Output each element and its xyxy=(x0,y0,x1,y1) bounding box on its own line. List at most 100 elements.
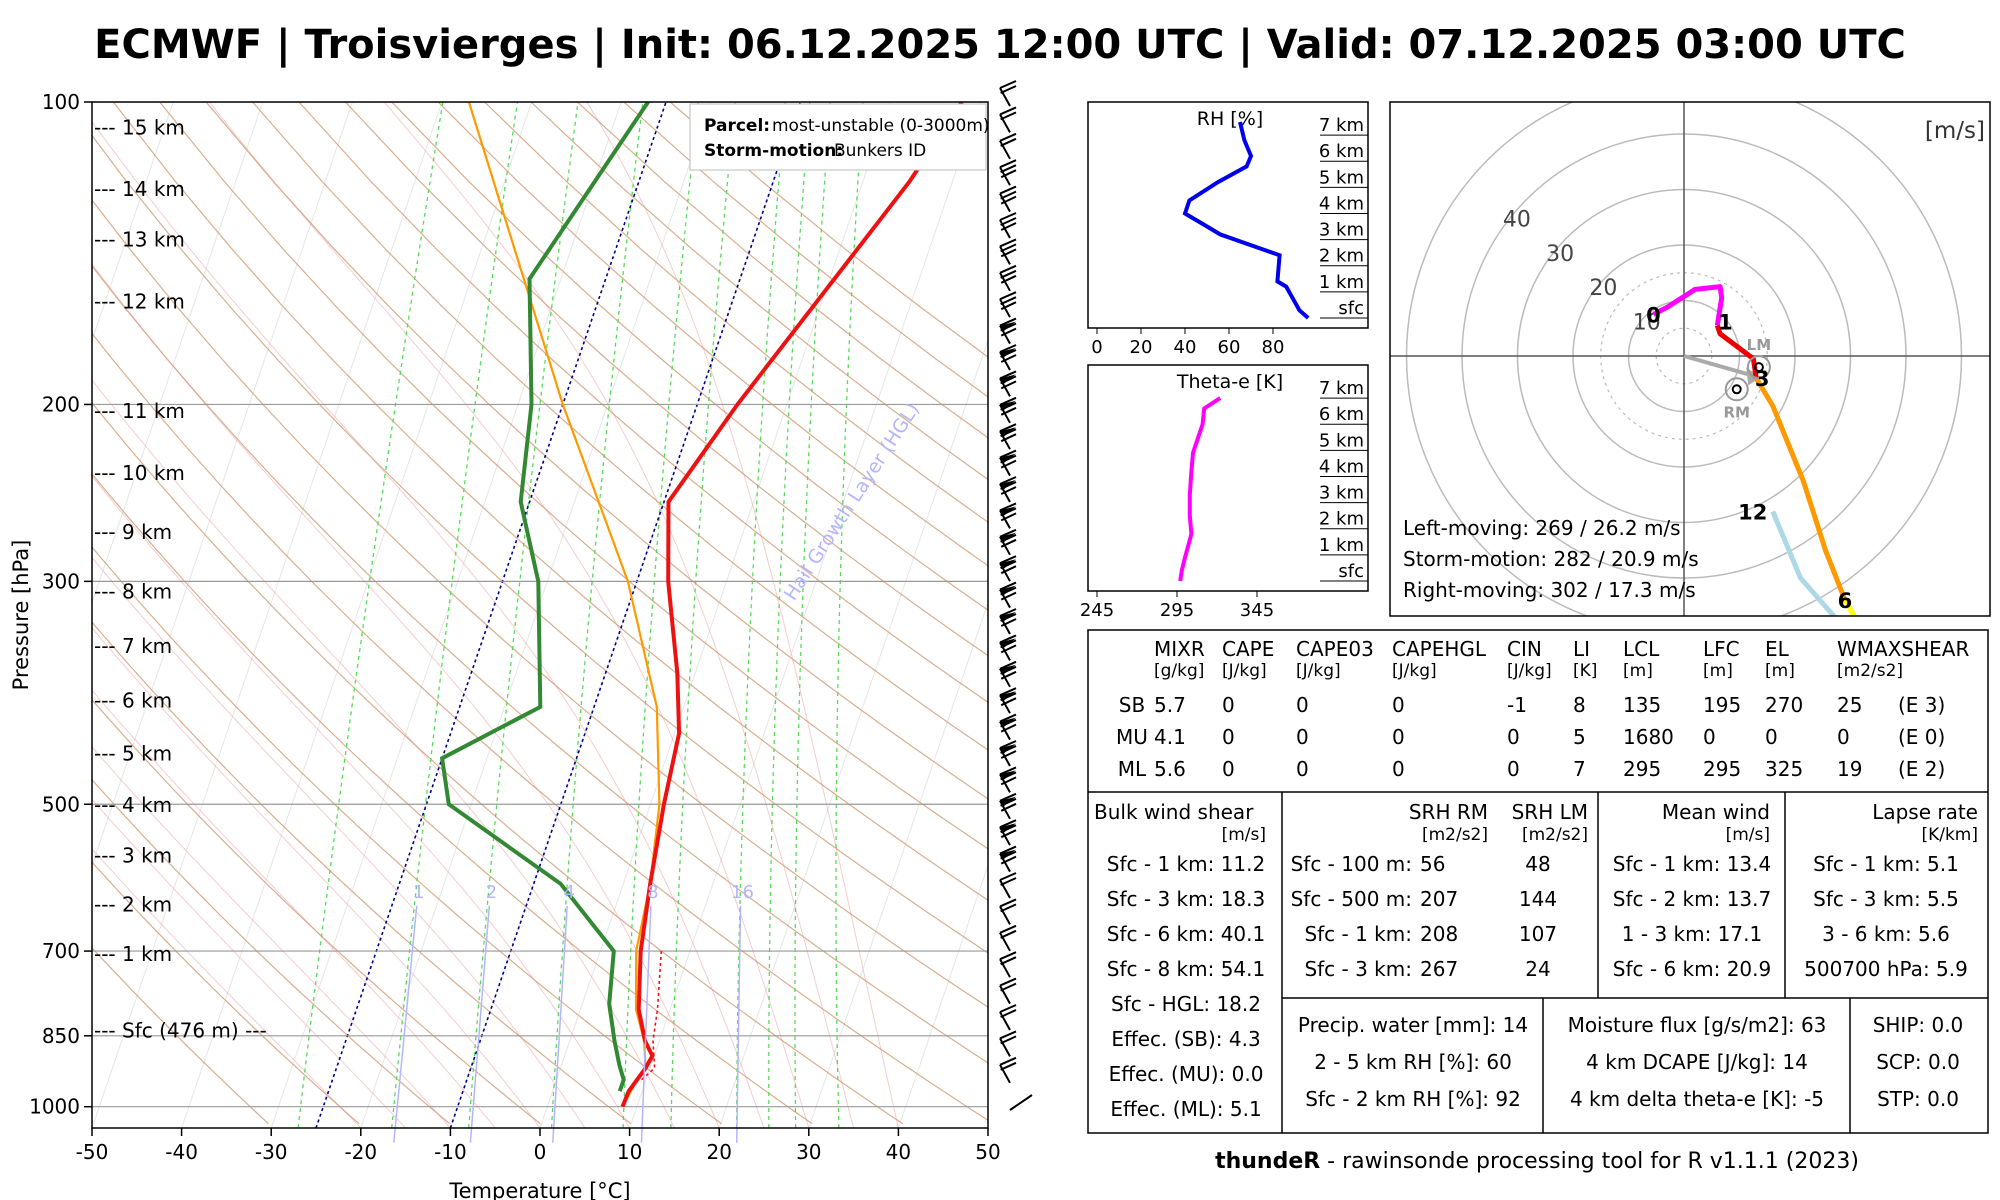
table-unit: [m2/s2] xyxy=(1837,661,1903,681)
hodo-storm-motion: Storm-motion: 282 / 20.9 m/s xyxy=(1403,547,1699,571)
barb-flag xyxy=(1000,321,1016,332)
wind-barb xyxy=(999,951,1017,978)
wind-barb xyxy=(999,502,1017,529)
barb-feather xyxy=(1000,217,1017,226)
mixing-ratio-line xyxy=(468,102,579,1128)
x-tick-label: 345 xyxy=(1240,600,1274,621)
height-label: --- 4 km xyxy=(94,793,172,817)
moisture-section: Precip. water [mm]: 14 2 - 5 km RH [%]: … xyxy=(1298,1013,1963,1111)
table-unit: [J/kg] xyxy=(1507,661,1552,681)
barb-flag xyxy=(1000,849,1016,860)
barb-feather xyxy=(999,291,1017,301)
barb-feather xyxy=(999,264,1017,274)
storm-marker-dot xyxy=(1753,362,1764,373)
dry-adiabat xyxy=(344,102,988,657)
isotherm xyxy=(92,102,353,867)
table-cell: 0 xyxy=(1392,725,1405,749)
storm-marker-ring xyxy=(1724,377,1749,402)
skewt-legend: Parcel: most-unstable (0-3000m) Storm-mo… xyxy=(689,103,990,171)
moist2-row: Moisture flux [g/s/m2]: 63 xyxy=(1568,1013,1827,1037)
barb-feather xyxy=(1000,164,1017,174)
barb-flag xyxy=(1000,823,1016,834)
height-label: --- 11 km xyxy=(94,399,185,423)
barb-feather xyxy=(999,476,1017,485)
p-tick-label: 200 xyxy=(42,392,80,416)
isotherm xyxy=(629,102,981,1128)
barb-feather xyxy=(999,766,1017,776)
table-header: CAPEHGL xyxy=(1392,637,1487,661)
wind-barb xyxy=(999,1030,1017,1057)
barb-flag xyxy=(1000,506,1016,517)
table-cell: 0 xyxy=(1222,757,1235,781)
storm-marker-label: RM xyxy=(1723,403,1749,421)
barb-feather xyxy=(1000,459,1017,469)
barb-feather xyxy=(999,740,1017,749)
table-cell: 295 xyxy=(1703,757,1741,781)
barb-feather xyxy=(999,423,1017,433)
isotherm xyxy=(270,102,622,1128)
moist-row: Precip. water [mm]: 14 xyxy=(1298,1013,1528,1037)
barb-feather xyxy=(999,951,1017,961)
barb-feather xyxy=(999,132,1017,142)
barb-feather xyxy=(1000,301,1017,311)
wind-barb xyxy=(999,476,1017,503)
bulk-row: Sfc - 1 km: 11.2 xyxy=(1107,852,1265,876)
barb-feather xyxy=(1000,829,1017,839)
barb-feather xyxy=(1000,111,1017,121)
x-tick-label: 0 xyxy=(534,1140,547,1164)
barb-staff xyxy=(999,140,1011,160)
wind-barb xyxy=(999,687,1017,714)
wind-barb xyxy=(999,317,1017,345)
height-tick-label: 4 km xyxy=(1319,193,1364,214)
hodo-segment xyxy=(1754,376,1848,602)
wind-barb xyxy=(999,898,1017,925)
dry-adiabat xyxy=(92,778,451,1125)
barb-feather xyxy=(1000,565,1017,575)
table-header: CAPE xyxy=(1222,637,1274,661)
barb-flag xyxy=(1000,480,1016,490)
isotherm xyxy=(539,102,891,1128)
table-cell: 195 xyxy=(1703,693,1741,717)
table-cell: (E 3) xyxy=(1898,693,1945,717)
barb-feather xyxy=(1000,877,1017,886)
barb-feather xyxy=(999,212,1017,221)
x-tick-label: 40 xyxy=(886,1140,911,1164)
lapse-rate-section: Lapse rate [K/km] Sfc - 1 km: 5.1 Sfc - … xyxy=(1804,800,1978,981)
dry-adiabat xyxy=(92,621,632,1125)
barb-feather xyxy=(1000,296,1017,306)
barb-staff xyxy=(999,1064,1011,1084)
height-label: --- 7 km xyxy=(94,634,172,658)
skewt-panel: 1 2 4 8 16 Hail Growth Layer (HGL) -50 -40 -30… xyxy=(9,90,1001,1200)
table-cell: 0 xyxy=(1837,725,1850,749)
dry-adiabat xyxy=(437,102,988,567)
height-label: --- 3 km xyxy=(94,843,172,867)
barb-feather xyxy=(1000,956,1017,966)
wind-barb xyxy=(999,238,1017,265)
barb-feather xyxy=(1000,538,1017,548)
mixing-ratio-label: 16 xyxy=(731,882,754,903)
barb-feather xyxy=(1000,697,1017,707)
dry-adiabat xyxy=(92,698,541,1125)
barb-feather xyxy=(999,713,1017,723)
barb-staff xyxy=(999,87,1011,107)
srh-row-lm: 144 xyxy=(1519,887,1557,911)
barb-feather xyxy=(1000,1035,1017,1045)
wind-barb xyxy=(999,344,1017,371)
hodo-height-label: 1 xyxy=(1718,310,1733,334)
height-tick-label: 7 km xyxy=(1319,115,1364,136)
barb-feather xyxy=(1000,248,1017,258)
hodo-height-label: 6 xyxy=(1838,589,1853,613)
barb-feather xyxy=(999,792,1017,802)
wind-barb xyxy=(999,581,1017,609)
hodo-segment xyxy=(1652,284,1725,326)
wind-barb xyxy=(999,845,1017,873)
height-label: --- 13 km xyxy=(94,227,185,251)
lapse-row: 3 - 6 km: 5.6 xyxy=(1822,922,1950,946)
table-header: CIN xyxy=(1507,637,1542,661)
table-cell: 0 xyxy=(1507,757,1520,781)
dry-adiabat xyxy=(92,946,270,1125)
barb-feather xyxy=(1000,274,1017,284)
bulk-row: Sfc - HGL: 18.2 xyxy=(1111,992,1261,1016)
table-cell: 0 xyxy=(1392,757,1405,781)
wind-barb xyxy=(999,1056,1017,1084)
